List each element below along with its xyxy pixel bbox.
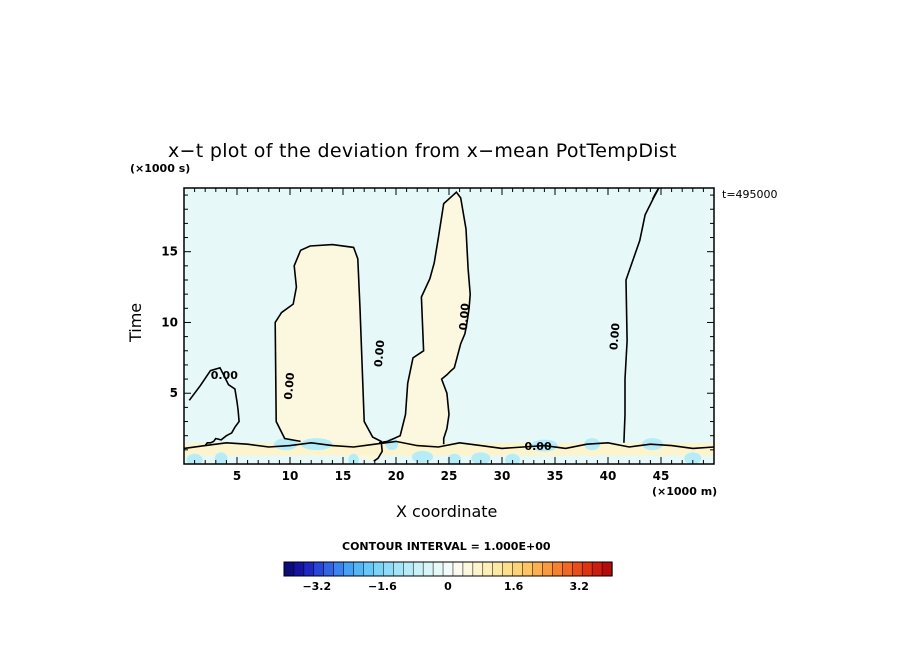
y-axis-ticks: 5 10 15 xyxy=(161,194,714,451)
colorbar-swatch xyxy=(562,561,573,577)
contour-line-3 xyxy=(378,191,472,445)
colorbar-tick-label: −1.6 xyxy=(368,580,397,593)
colorbar-swatch xyxy=(353,561,365,577)
cold-spot xyxy=(214,452,228,464)
colorbar-swatch xyxy=(472,561,484,577)
colorbar-swatch xyxy=(452,561,464,577)
colorbar-swatch xyxy=(462,561,474,577)
colorbar-swatch xyxy=(422,561,434,577)
y-axis-unit: (×1000 s) xyxy=(130,162,191,175)
x-axis-unit: (×1000 m) xyxy=(652,485,718,498)
colorbar-swatch xyxy=(571,561,583,577)
x-tick-label: 15 xyxy=(335,469,352,483)
colorbar-tick-label: 3.2 xyxy=(569,580,589,593)
colorbar-swatch xyxy=(333,561,345,577)
x-tick-label: 40 xyxy=(600,469,617,483)
x-tick-label: 20 xyxy=(388,469,405,483)
x-tick-label: 25 xyxy=(441,469,458,483)
colorbar-swatch xyxy=(522,561,534,577)
colorbar-tick-label: 0 xyxy=(444,580,452,593)
colorbar-swatch xyxy=(581,561,593,577)
colorbar-swatch xyxy=(303,561,315,577)
positive-region xyxy=(379,192,471,445)
cold-spot xyxy=(505,453,521,464)
colorbar-swatch xyxy=(492,561,504,577)
contour-labels: 0.00 0.00 0.00 0.00 0.00 0.00 xyxy=(211,302,623,453)
colorbar-swatch xyxy=(601,561,613,577)
contour-line-1 xyxy=(188,366,240,447)
colorbar-swatch xyxy=(393,561,404,577)
cold-spot xyxy=(447,453,462,464)
contour-line-4 xyxy=(623,188,660,443)
contour-line-2 xyxy=(274,243,384,462)
y-tick-label: 15 xyxy=(161,245,178,259)
colorbar-swatch xyxy=(532,561,544,577)
colorbar-swatch xyxy=(542,561,554,577)
colorbar-swatch xyxy=(403,561,414,577)
x-tick-label: 10 xyxy=(282,469,299,483)
colorbar-swatch xyxy=(482,561,494,577)
cold-spot xyxy=(411,450,434,463)
colorbar-swatch xyxy=(373,561,385,577)
colorbar-frame xyxy=(283,561,613,577)
colorbar-swatch xyxy=(512,561,524,577)
colorbar: −3.2 −1.6 0 1.6 3.2 xyxy=(283,561,613,593)
colorbar-swatch xyxy=(383,561,394,577)
contour-value-label: 0.00 xyxy=(211,369,238,382)
y-tick-label: 10 xyxy=(161,315,178,329)
x-tick-label: 5 xyxy=(233,469,241,483)
contour-line-5 xyxy=(184,440,714,450)
colorbar-swatch xyxy=(363,561,375,577)
time-stamp-label: t=495000 xyxy=(722,188,778,201)
contour-lines xyxy=(184,188,714,462)
x-tick-label: 35 xyxy=(547,469,564,483)
x-axis-label: X coordinate xyxy=(396,502,498,521)
colorbar-swatch xyxy=(283,561,295,577)
positive-region xyxy=(275,244,383,462)
contour-value-label: 0.00 xyxy=(282,372,297,401)
cold-spot xyxy=(274,438,298,451)
cold-spot xyxy=(186,453,203,464)
x-axis-ticks: 5 10 15 20 25 30 35 40 45 xyxy=(194,188,704,483)
colorbar-swatch xyxy=(552,561,563,577)
colorbar-swatch xyxy=(343,561,355,577)
colorbar-swatch xyxy=(591,561,603,577)
x-tick-label: 45 xyxy=(653,469,670,483)
contour-value-label: 0.00 xyxy=(457,302,472,331)
cold-spot xyxy=(471,452,491,464)
chart-title: x−t plot of the deviation from x−mean Po… xyxy=(168,140,677,162)
colorbar-swatch xyxy=(442,561,454,577)
cold-spot xyxy=(348,453,359,464)
colorbar-swatch xyxy=(323,561,335,577)
cold-spot xyxy=(684,452,702,464)
colorbar-swatch xyxy=(293,561,305,577)
colorbar-tick-label: −3.2 xyxy=(302,580,331,593)
colorbar-swatch xyxy=(313,561,325,577)
colorbar-tick-label: 1.6 xyxy=(504,580,524,593)
contour-value-label: 0.00 xyxy=(372,339,387,368)
contour-interval-label: CONTOUR INTERVAL = 1.000E+00 xyxy=(342,540,551,553)
colorbar-swatch xyxy=(502,561,514,577)
colorbar-swatch xyxy=(432,561,444,577)
contour-value-label: 0.00 xyxy=(524,440,551,453)
colorbar-swatch xyxy=(412,561,424,577)
x-tick-label: 30 xyxy=(494,469,511,483)
contour-value-label: 0.00 xyxy=(607,322,622,351)
y-tick-label: 5 xyxy=(170,386,178,400)
